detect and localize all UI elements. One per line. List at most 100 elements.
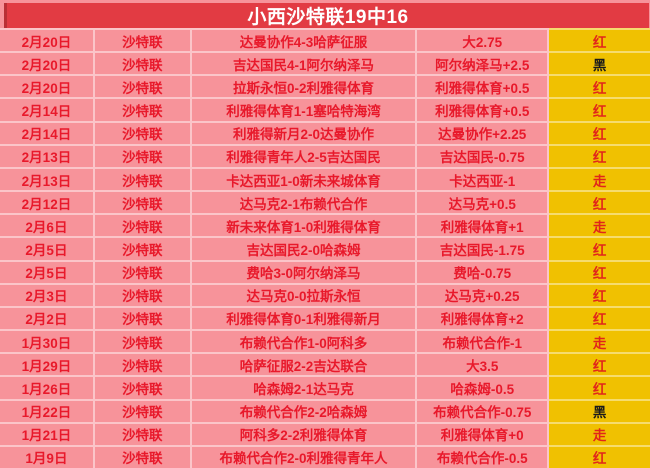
date-cell: 2月3日 — [0, 282, 95, 306]
result-cell: 走 — [549, 421, 650, 445]
date-cell: 2月20日 — [0, 28, 95, 52]
date-cell: 1月21日 — [0, 421, 95, 445]
table-row: 1月21日 沙特联 阿科多2-2利雅得体育 利雅得体育+0 走 — [0, 421, 650, 445]
date-cell: 1月9日 — [0, 444, 95, 468]
table-row: 2月13日 沙特联 卡达西亚1-0新未来城体育 卡达西亚-1 走 — [0, 166, 650, 191]
handicap-cell: 卡达西亚-1 — [417, 166, 550, 191]
league-cell: 沙特联 — [94, 190, 192, 214]
league-cell: 沙特联 — [94, 444, 192, 468]
league-cell: 沙特联 — [94, 51, 192, 75]
result-cell: 红 — [549, 352, 650, 376]
result-cell: 红 — [549, 97, 650, 121]
handicap-cell: 大3.5 — [417, 352, 550, 376]
date-cell: 1月22日 — [0, 398, 95, 422]
league-cell: 沙特联 — [94, 259, 192, 283]
result-cell: 黑 — [549, 51, 650, 75]
match-cell: 利雅得新月2-0达曼协作 — [191, 120, 418, 144]
handicap-cell: 布赖代合作-0.5 — [417, 444, 550, 468]
table-row: 2月3日 沙特联 达马克0-0拉斯永恒 达马克+0.25 红 — [0, 282, 650, 306]
league-cell: 沙特联 — [94, 97, 192, 121]
match-cell: 新未来体育1-0利雅得体育 — [191, 213, 418, 237]
handicap-cell: 利雅得体育+0.5 — [417, 74, 550, 98]
result-cell: 红 — [549, 236, 650, 260]
handicap-cell: 达马克+0.5 — [417, 190, 550, 214]
handicap-cell: 吉达国民-0.75 — [417, 143, 550, 167]
result-cell: 黑 — [549, 398, 650, 422]
result-cell: 红 — [549, 28, 650, 52]
match-cell: 达曼协作4-3哈萨征服 — [191, 28, 418, 52]
league-cell: 沙特联 — [94, 166, 192, 191]
league-cell: 沙特联 — [94, 398, 192, 422]
league-cell: 沙特联 — [94, 143, 192, 167]
table-row: 2月5日 沙特联 费哈3-0阿尔纳泽马 费哈-0.75 红 — [0, 259, 650, 283]
league-cell: 沙特联 — [94, 236, 192, 260]
handicap-cell: 达曼协作+2.25 — [417, 120, 550, 144]
date-cell: 2月13日 — [0, 166, 95, 191]
match-cell: 哈森姆2-1达马克 — [191, 375, 418, 399]
league-cell: 沙特联 — [94, 329, 192, 353]
handicap-cell: 阿尔纳泽马+2.5 — [417, 51, 550, 75]
date-cell: 2月13日 — [0, 143, 95, 167]
table-row: 1月9日 沙特联 布赖代合作2-0利雅得青年人 布赖代合作-0.5 红 — [0, 444, 650, 468]
table-row: 1月29日 沙特联 哈萨征服2-2吉达联合 大3.5 红 — [0, 352, 650, 376]
result-cell: 走 — [549, 166, 650, 191]
table-row: 2月20日 沙特联 吉达国民4-1阿尔纳泽马 阿尔纳泽马+2.5 黑 — [0, 51, 650, 75]
date-cell: 1月29日 — [0, 352, 95, 376]
handicap-cell: 布赖代合作-0.75 — [417, 398, 550, 422]
result-cell: 走 — [549, 329, 650, 353]
league-cell: 沙特联 — [94, 74, 192, 98]
date-cell: 2月5日 — [0, 259, 95, 283]
match-cell: 拉斯永恒0-2利雅得体育 — [191, 74, 418, 98]
match-cell: 利雅得青年人2-5吉达国民 — [191, 143, 418, 167]
result-cell: 红 — [549, 259, 650, 283]
match-cell: 布赖代合作2-2哈森姆 — [191, 398, 418, 422]
table-row: 1月30日 沙特联 布赖代合作1-0阿科多 布赖代合作-1 走 — [0, 329, 650, 353]
match-cell: 费哈3-0阿尔纳泽马 — [191, 259, 418, 283]
page-title: 小西沙特联19中16 — [4, 3, 649, 28]
handicap-cell: 费哈-0.75 — [417, 259, 550, 283]
handicap-cell: 利雅得体育+0.5 — [417, 97, 550, 121]
table-row: 2月13日 沙特联 利雅得青年人2-5吉达国民 吉达国民-0.75 红 — [0, 143, 650, 167]
table-row: 2月14日 沙特联 利雅得体育1-1塞哈特海湾 利雅得体育+0.5 红 — [0, 97, 650, 121]
table-row: 1月22日 沙特联 布赖代合作2-2哈森姆 布赖代合作-0.75 黑 — [0, 398, 650, 422]
match-cell: 达马克0-0拉斯永恒 — [191, 282, 418, 306]
date-cell: 2月5日 — [0, 236, 95, 260]
date-cell: 2月2日 — [0, 305, 95, 330]
league-cell: 沙特联 — [94, 421, 192, 445]
league-cell: 沙特联 — [94, 120, 192, 144]
date-cell: 2月20日 — [0, 51, 95, 75]
record-table: 2月20日 沙特联 达曼协作4-3哈萨征服 大2.75 红 2月20日 沙特联 吉达国民4-1… — [0, 28, 650, 468]
league-cell: 沙特联 — [94, 305, 192, 330]
handicap-cell: 布赖代合作-1 — [417, 329, 550, 353]
handicap-cell: 利雅得体育+1 — [417, 213, 550, 237]
result-cell: 红 — [549, 444, 650, 468]
match-cell: 布赖代合作1-0阿科多 — [191, 329, 418, 353]
table-row: 2月5日 沙特联 吉达国民2-0哈森姆 吉达国民-1.75 红 — [0, 236, 650, 260]
table-row: 2月2日 沙特联 利雅得体育0-1利雅得新月 利雅得体育+2 红 — [0, 305, 650, 330]
handicap-cell: 哈森姆-0.5 — [417, 375, 550, 399]
date-cell: 2月12日 — [0, 190, 95, 214]
match-cell: 利雅得体育0-1利雅得新月 — [191, 305, 418, 330]
league-cell: 沙特联 — [94, 375, 192, 399]
result-cell: 红 — [549, 74, 650, 98]
handicap-cell: 大2.75 — [417, 28, 550, 52]
match-cell: 吉达国民4-1阿尔纳泽马 — [191, 51, 418, 75]
table-row: 2月12日 沙特联 达马克2-1布赖代合作 达马克+0.5 红 — [0, 190, 650, 214]
table-row: 1月26日 沙特联 哈森姆2-1达马克 哈森姆-0.5 红 — [0, 375, 650, 399]
match-cell: 利雅得体育1-1塞哈特海湾 — [191, 97, 418, 121]
league-cell: 沙特联 — [94, 352, 192, 376]
table-row: 2月20日 沙特联 拉斯永恒0-2利雅得体育 利雅得体育+0.5 红 — [0, 74, 650, 98]
league-cell: 沙特联 — [94, 28, 192, 52]
date-cell: 1月30日 — [0, 329, 95, 353]
result-cell: 红 — [549, 282, 650, 306]
result-cell: 红 — [549, 375, 650, 399]
result-cell: 红 — [549, 190, 650, 214]
result-cell: 红 — [549, 143, 650, 167]
league-cell: 沙特联 — [94, 213, 192, 237]
handicap-cell: 利雅得体育+2 — [417, 305, 550, 330]
result-cell: 红 — [549, 120, 650, 144]
match-cell: 阿科多2-2利雅得体育 — [191, 421, 418, 445]
handicap-cell: 达马克+0.25 — [417, 282, 550, 306]
match-cell: 达马克2-1布赖代合作 — [191, 190, 418, 214]
